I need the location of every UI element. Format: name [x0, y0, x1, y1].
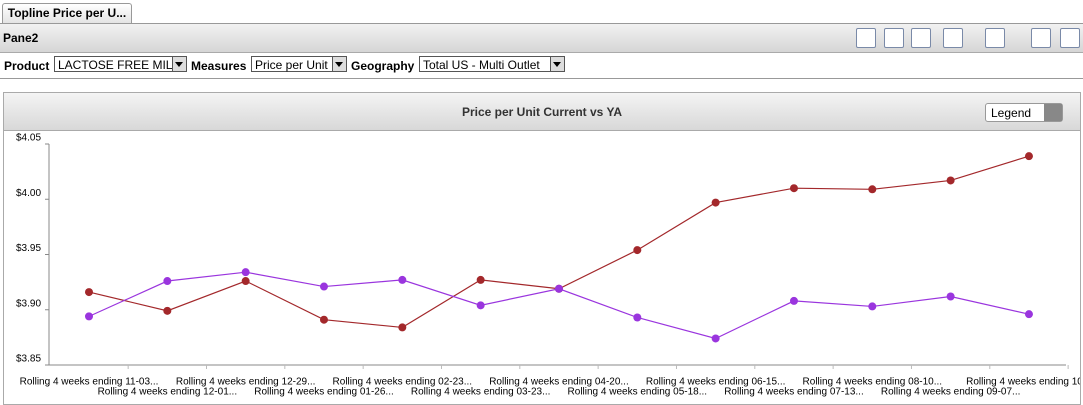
filter-value: Price per Unit — [255, 58, 328, 72]
y-tick-label: $3.85 — [16, 354, 41, 365]
filter-value: LACTOSE FREE MILK — [58, 58, 181, 72]
filter-label: Measures — [191, 59, 247, 73]
tab[interactable]: Topline Price per U... — [2, 3, 132, 23]
data-point — [868, 302, 877, 311]
data-point — [633, 313, 642, 322]
data-point — [163, 277, 172, 286]
data-point — [1024, 310, 1033, 319]
data-point — [319, 315, 328, 324]
data-point — [711, 334, 720, 343]
layout-button[interactable] — [985, 28, 1005, 48]
data-point — [946, 176, 955, 185]
x-tick-label: Rolling 4 weeks ending 07-13... — [724, 387, 864, 398]
data-point — [946, 292, 955, 301]
select-button[interactable] — [911, 28, 931, 48]
x-tick-label: Rolling 4 weeks ending 02-23... — [333, 377, 473, 388]
x-tick-label: Rolling 4 weeks ending 03-23... — [411, 387, 551, 398]
series-line — [88, 155, 1030, 329]
x-tick-label: Rolling 4 weeks ending 10-0 — [966, 377, 1080, 388]
chart-title: Price per Unit Current vs YA — [461, 105, 623, 119]
data-point — [476, 301, 485, 310]
chart-header: Price per Unit Current vs YA Legend — [4, 93, 1080, 131]
y-tick-label: $4.05 — [16, 133, 41, 144]
chart-panel: Price per Unit Current vs YA Legend $3.8… — [3, 92, 1081, 405]
filter-label: Geography — [351, 59, 415, 73]
filter-label: Product — [4, 59, 50, 73]
info-button[interactable] — [1031, 28, 1051, 48]
data-point — [789, 184, 798, 193]
x-tick-label: Rolling 4 weeks ending 08-10... — [803, 377, 943, 388]
sort-button[interactable] — [884, 28, 904, 48]
data-point — [868, 185, 877, 194]
data-point — [85, 288, 93, 297]
filter-select[interactable]: LACTOSE FREE MILK — [54, 56, 187, 72]
sum-button[interactable] — [943, 28, 963, 48]
legend-dropdown[interactable]: Legend — [985, 103, 1063, 122]
data-point — [398, 275, 407, 284]
tools-button[interactable] — [1060, 28, 1080, 48]
data-point — [163, 306, 172, 315]
data-point — [241, 268, 250, 277]
chart: $3.85 $3.90 $3.95 $4.00 $4.05 Rolling 4 weeks… — [16, 133, 1080, 398]
toolbar: Pane2 — [0, 23, 1083, 53]
x-tick-label: Rolling 4 weeks ending 06-15... — [646, 377, 786, 388]
data-point — [85, 312, 93, 321]
y-tick-label: $3.90 — [16, 298, 41, 309]
series-line — [88, 271, 1030, 340]
data-point — [1024, 152, 1033, 161]
legend-label: Legend — [991, 106, 1032, 120]
data-point — [554, 284, 563, 293]
data-point — [319, 282, 328, 291]
x-tick-label: Rolling 4 weeks ending 04-20... — [489, 377, 629, 388]
x-tick-label: Rolling 4 weeks ending 09-07... — [881, 387, 1021, 398]
x-tick-label: Rolling 4 weeks ending 11-03... — [20, 377, 159, 388]
data-point — [633, 246, 642, 255]
data-point — [789, 296, 798, 305]
data-point — [241, 277, 250, 286]
x-tick-label: Rolling 4 weeks ending 12-29... — [176, 377, 316, 388]
filter-select[interactable]: Total US - Multi Outlet — [419, 56, 565, 72]
x-tick-label: Rolling 4 weeks ending 12-01... — [98, 387, 238, 398]
y-tick-label: $4.00 — [16, 188, 41, 199]
x-tick-label: Rolling 4 weeks ending 01-26... — [254, 387, 394, 398]
filter-select[interactable]: Price per Unit — [251, 56, 347, 72]
data-point — [398, 323, 407, 332]
filter-bar: Product LACTOSE FREE MILK Measures Price… — [0, 54, 1083, 79]
data-point — [476, 275, 485, 284]
y-tick-label: $3.95 — [16, 243, 41, 254]
x-tick-label: Rolling 4 weeks ending 05-18... — [568, 387, 708, 398]
data-point — [711, 198, 720, 207]
filter-value: Total US - Multi Outlet — [423, 58, 540, 72]
filter-button[interactable] — [856, 28, 876, 48]
pane-title: Pane2 — [3, 31, 39, 45]
